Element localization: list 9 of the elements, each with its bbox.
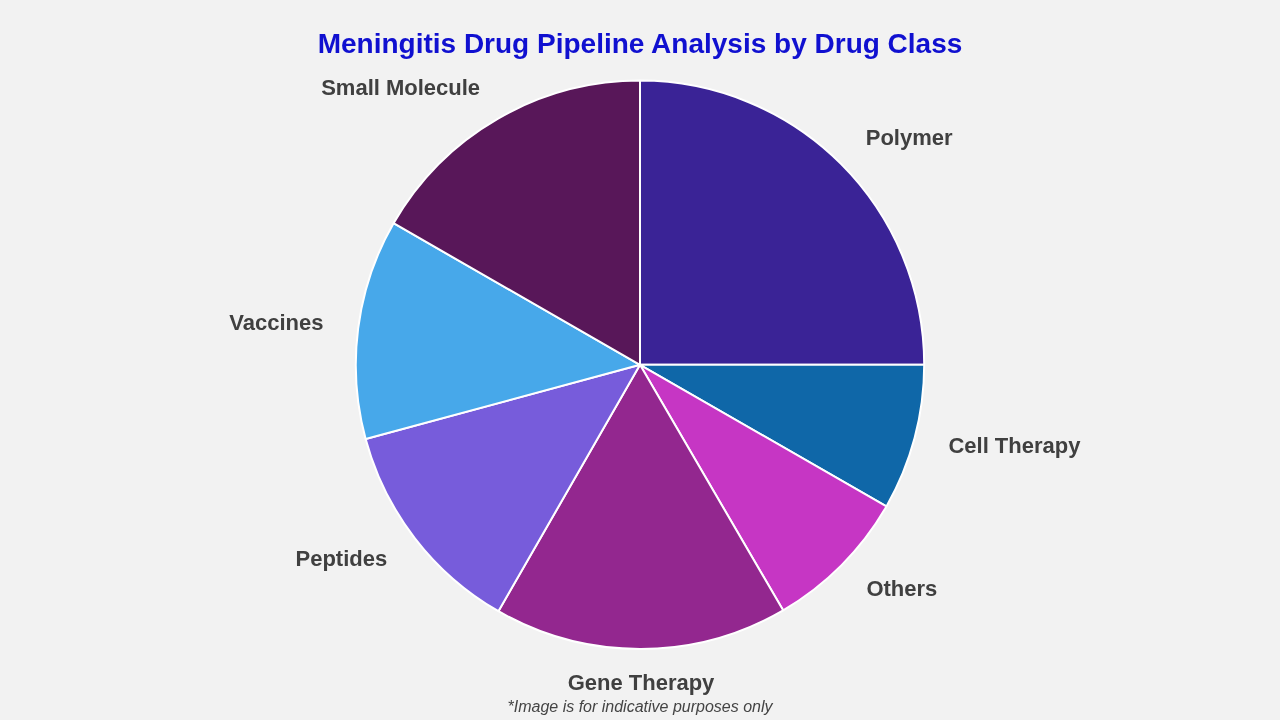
slice-label: Small Molecule xyxy=(321,74,481,100)
slice-label: Peptides xyxy=(295,545,388,571)
slice-label: Vaccines xyxy=(229,309,324,335)
chart-title: Meningitis Drug Pipeline Analysis by Drug Class xyxy=(317,27,963,59)
slice-label: Polymer xyxy=(865,125,953,151)
slice-label: Others xyxy=(866,575,938,601)
slice-label: Cell Therapy xyxy=(948,433,1082,459)
text: *Image is for indicative purposes only xyxy=(506,698,774,716)
slice-label: Gene Therapy xyxy=(567,670,716,696)
